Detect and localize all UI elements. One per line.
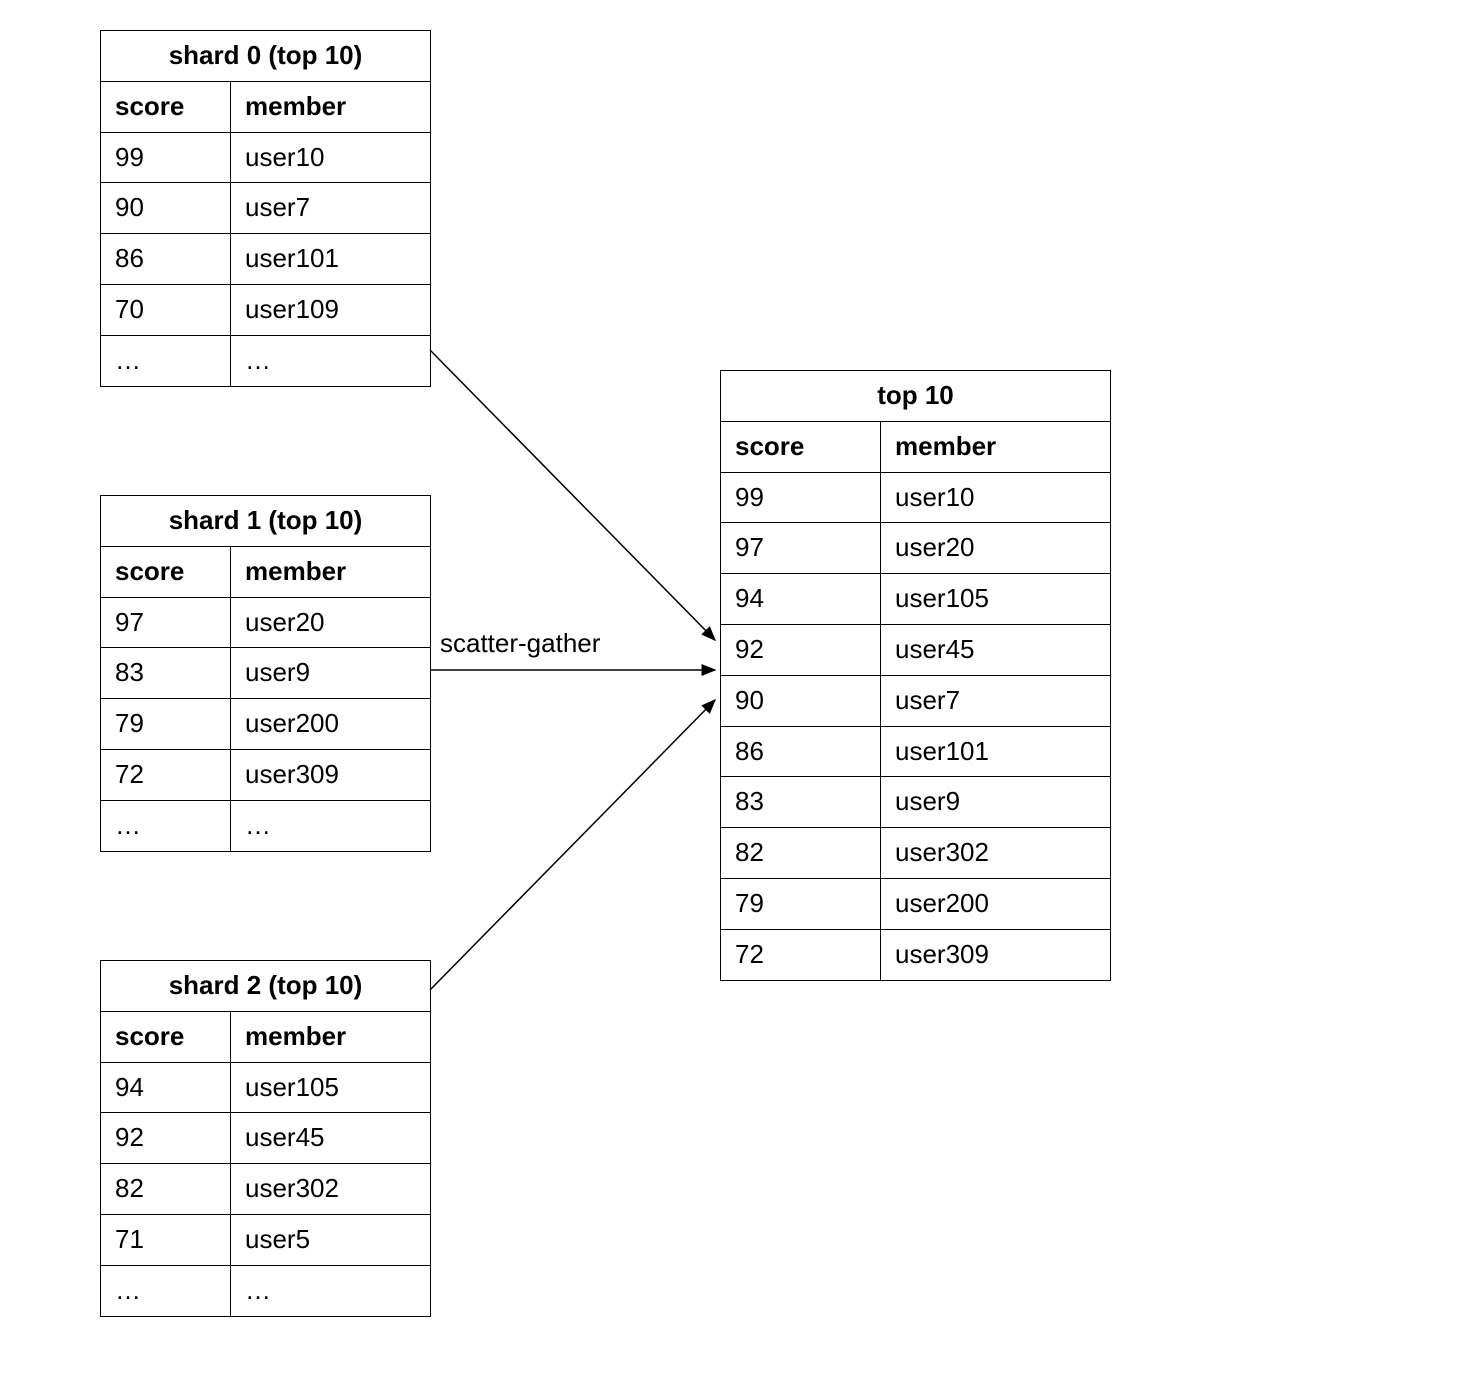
- table-row: 82user302: [721, 828, 1111, 879]
- table-cell: user10: [881, 472, 1111, 523]
- table-cell: user200: [881, 878, 1111, 929]
- shard0-col-score: score: [101, 81, 231, 132]
- table-cell: user10: [231, 132, 431, 183]
- table-cell: 70: [101, 284, 231, 335]
- table-row: 97user20: [721, 523, 1111, 574]
- table-cell: 82: [101, 1164, 231, 1215]
- table-row: 92user45: [721, 624, 1111, 675]
- table-cell: 99: [101, 132, 231, 183]
- table-row: 94user105: [101, 1062, 431, 1113]
- table-row: 86user101: [721, 726, 1111, 777]
- table-cell: …: [101, 1265, 231, 1316]
- table-row: 72user309: [721, 929, 1111, 980]
- table-row: 90user7: [101, 183, 431, 234]
- table-row: 97user20: [101, 597, 431, 648]
- table-row: 79user200: [101, 699, 431, 750]
- table-cell: user309: [881, 929, 1111, 980]
- table-cell: 79: [101, 699, 231, 750]
- table-cell: 72: [101, 749, 231, 800]
- shard1-col-score: score: [101, 546, 231, 597]
- table-cell: 97: [721, 523, 881, 574]
- table-row: 79user200: [721, 878, 1111, 929]
- table-row: 82user302: [101, 1164, 431, 1215]
- table-cell: user109: [231, 284, 431, 335]
- table-row: 92user45: [101, 1113, 431, 1164]
- shard2-col-score: score: [101, 1011, 231, 1062]
- table-cell: 99: [721, 472, 881, 523]
- shard2-table: shard 2 (top 10) score member 94user1059…: [100, 960, 431, 1317]
- shard0-col-member: member: [231, 81, 431, 132]
- result-title: top 10: [721, 371, 1111, 422]
- table-cell: user9: [881, 777, 1111, 828]
- table-row: 72user309: [101, 749, 431, 800]
- table-cell: user105: [881, 574, 1111, 625]
- table-row: 83user9: [721, 777, 1111, 828]
- shard2-title: shard 2 (top 10): [101, 961, 431, 1012]
- arrow-line: [430, 700, 715, 990]
- table-row: ……: [101, 1265, 431, 1316]
- table-cell: …: [231, 1265, 431, 1316]
- table-row: 94user105: [721, 574, 1111, 625]
- diagram-canvas: shard 0 (top 10) score member 99user1090…: [0, 0, 1460, 1388]
- table-cell: user20: [881, 523, 1111, 574]
- shard1-col-member: member: [231, 546, 431, 597]
- result-table: top 10 score member 99user1097user2094us…: [720, 370, 1111, 981]
- table-cell: user45: [881, 624, 1111, 675]
- table-cell: user200: [231, 699, 431, 750]
- result-col-member: member: [881, 421, 1111, 472]
- table-row: 99user10: [101, 132, 431, 183]
- table-cell: user105: [231, 1062, 431, 1113]
- table-cell: 83: [721, 777, 881, 828]
- table-cell: 79: [721, 878, 881, 929]
- result-col-score: score: [721, 421, 881, 472]
- table-cell: 86: [101, 234, 231, 285]
- scatter-gather-label: scatter-gather: [440, 628, 600, 659]
- table-row: 71user5: [101, 1214, 431, 1265]
- table-row: 99user10: [721, 472, 1111, 523]
- table-cell: 94: [721, 574, 881, 625]
- table-cell: …: [101, 335, 231, 386]
- shard0-table: shard 0 (top 10) score member 99user1090…: [100, 30, 431, 387]
- shard1-title: shard 1 (top 10): [101, 496, 431, 547]
- table-cell: user101: [231, 234, 431, 285]
- table-row: 90user7: [721, 675, 1111, 726]
- table-row: 70user109: [101, 284, 431, 335]
- table-cell: 86: [721, 726, 881, 777]
- table-cell: 92: [721, 624, 881, 675]
- table-cell: 82: [721, 828, 881, 879]
- table-cell: user7: [881, 675, 1111, 726]
- table-cell: 83: [101, 648, 231, 699]
- arrow-line: [430, 350, 715, 640]
- shard2-col-member: member: [231, 1011, 431, 1062]
- table-cell: 71: [101, 1214, 231, 1265]
- table-cell: …: [231, 800, 431, 851]
- table-row: 86user101: [101, 234, 431, 285]
- table-cell: user20: [231, 597, 431, 648]
- table-cell: user101: [881, 726, 1111, 777]
- table-cell: user309: [231, 749, 431, 800]
- table-cell: …: [101, 800, 231, 851]
- shard0-title: shard 0 (top 10): [101, 31, 431, 82]
- table-row: 83user9: [101, 648, 431, 699]
- table-row: ……: [101, 800, 431, 851]
- table-cell: 92: [101, 1113, 231, 1164]
- table-cell: 94: [101, 1062, 231, 1113]
- table-cell: 90: [101, 183, 231, 234]
- table-cell: 90: [721, 675, 881, 726]
- shard1-table: shard 1 (top 10) score member 97user2083…: [100, 495, 431, 852]
- table-cell: user45: [231, 1113, 431, 1164]
- table-row: ……: [101, 335, 431, 386]
- table-cell: user302: [881, 828, 1111, 879]
- table-cell: 97: [101, 597, 231, 648]
- table-cell: user9: [231, 648, 431, 699]
- table-cell: user7: [231, 183, 431, 234]
- table-cell: 72: [721, 929, 881, 980]
- table-cell: …: [231, 335, 431, 386]
- table-cell: user5: [231, 1214, 431, 1265]
- table-cell: user302: [231, 1164, 431, 1215]
